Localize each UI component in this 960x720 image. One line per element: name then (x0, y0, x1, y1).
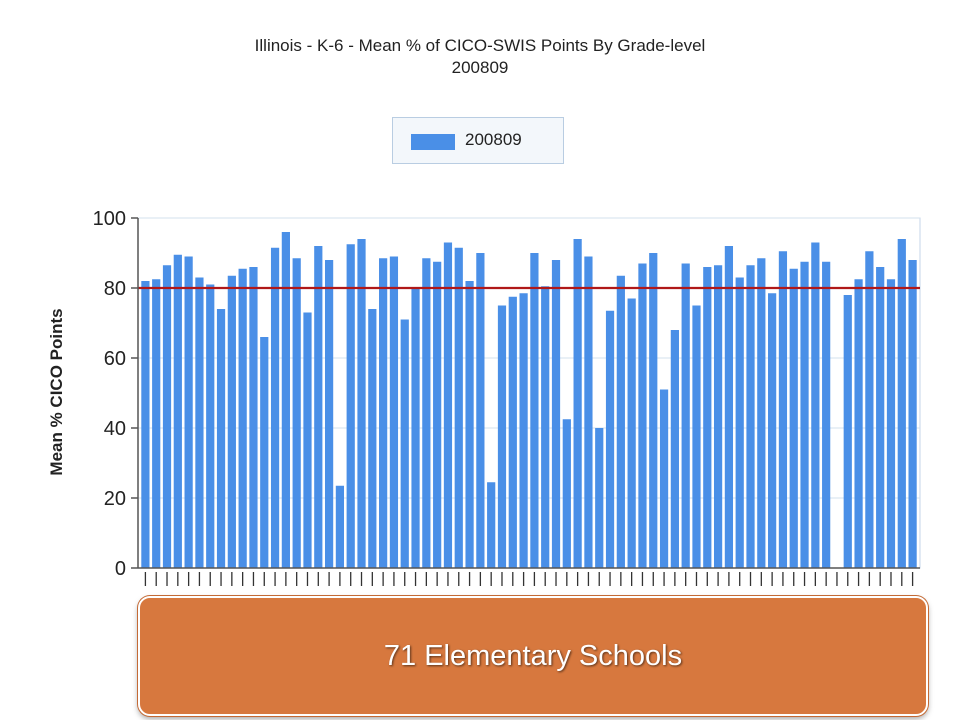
bar (227, 275, 236, 568)
callout-text: 71 Elementary Schools (383, 640, 683, 672)
bar (162, 265, 172, 568)
bar (184, 256, 193, 568)
bar (627, 298, 636, 568)
bar (389, 256, 399, 568)
y-axis-label: Mean % CICO Points (47, 308, 66, 475)
bar (443, 242, 453, 568)
bar (519, 293, 528, 568)
bar (249, 267, 258, 568)
bar (335, 485, 345, 568)
bar (595, 428, 604, 568)
y-tick-label: 60 (104, 348, 126, 370)
x-tick-labels (144, 572, 914, 586)
bar (530, 253, 539, 568)
bar (713, 265, 723, 568)
y-tick-label: 100 (93, 208, 126, 230)
bar (876, 267, 885, 568)
chart-legend: 200809 (392, 117, 564, 164)
bar (400, 319, 409, 568)
bar (692, 305, 701, 568)
bar (670, 330, 679, 568)
bar (757, 258, 766, 568)
callout-box: 71 Elementary Schools (138, 596, 928, 716)
bar (216, 309, 226, 568)
bar (346, 244, 355, 568)
bar (768, 293, 777, 568)
bar (206, 284, 215, 568)
bar (152, 279, 161, 568)
bar (357, 239, 366, 568)
bar (822, 261, 831, 568)
bar (238, 268, 247, 568)
bar (497, 305, 507, 568)
bar (584, 256, 593, 568)
y-tick-label: 20 (104, 488, 126, 510)
bar (260, 337, 269, 568)
bar (724, 246, 734, 568)
bar (789, 268, 798, 568)
bar (897, 239, 906, 568)
bar (270, 247, 280, 568)
bar (195, 277, 204, 568)
y-tick-label: 0 (115, 558, 126, 580)
bar (368, 309, 377, 568)
bar (778, 251, 788, 568)
bar (638, 263, 647, 568)
bar (649, 253, 658, 568)
chart-title-line1: Illinois - K-6 - Mean % of CICO-SWIS Poi… (254, 36, 706, 55)
bar (703, 267, 712, 568)
bar (173, 254, 182, 568)
bar (843, 295, 852, 568)
axes: 0 20 40 60 80 100 (93, 208, 920, 580)
bar (141, 281, 150, 568)
bar (433, 261, 442, 568)
bar (281, 232, 290, 568)
bar (800, 261, 809, 568)
bar (886, 279, 896, 568)
bar (562, 419, 571, 568)
bar (551, 260, 561, 568)
bar (681, 263, 690, 568)
bar (735, 277, 744, 568)
bar (573, 239, 582, 568)
bar (314, 246, 323, 568)
legend-swatch (411, 134, 455, 150)
bar (605, 310, 615, 568)
bar (508, 296, 517, 568)
bar (422, 258, 431, 568)
bars-layer (141, 232, 917, 568)
bar (746, 265, 755, 568)
bar (454, 247, 463, 568)
legend-label: 200809 (465, 130, 522, 149)
bar (865, 251, 874, 568)
bar (411, 288, 420, 568)
bar (379, 258, 388, 568)
chart-title: Illinois - K-6 - Mean % of CICO-SWIS Poi… (0, 35, 960, 79)
bar (616, 275, 625, 568)
y-tick-label: 40 (104, 418, 126, 440)
bar (908, 260, 917, 568)
bar-chart: 0 20 40 60 80 100 Mean % CICO Points (47, 208, 921, 586)
chart-subtitle: 200809 (451, 58, 509, 77)
bar (659, 389, 669, 568)
bar (476, 253, 485, 568)
bar (541, 286, 550, 568)
bar (465, 281, 474, 568)
bar (811, 242, 820, 568)
bar (487, 482, 496, 568)
y-tick-label: 80 (104, 278, 126, 300)
bar (854, 279, 863, 568)
bar (292, 258, 301, 568)
bar (324, 260, 334, 568)
bar (303, 312, 312, 568)
